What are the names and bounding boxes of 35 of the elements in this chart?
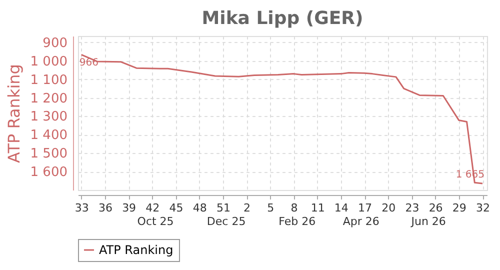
x-tick-label: 32 — [476, 202, 490, 214]
y-tick-label: 900 — [42, 36, 68, 51]
x-tick-label: 29 — [452, 202, 466, 214]
line-series — [80, 54, 484, 184]
x-tick-label: 36 — [98, 202, 112, 214]
x-tick-label: 45 — [169, 202, 184, 214]
x-tick-label: 42 — [146, 202, 160, 214]
y-tick-label: 1 200 — [30, 91, 68, 106]
x-tick-label: 14 — [334, 202, 348, 214]
y-tick-label: 1 300 — [30, 110, 68, 125]
y-tick-label: 1 000 — [30, 54, 68, 70]
y-axis-title: ATP Ranking — [4, 64, 24, 163]
x-tick-label: 23 — [405, 202, 420, 214]
legend-label: ATP Ranking — [99, 243, 174, 257]
x-tick-label: 17 — [358, 202, 372, 214]
chart-title: Mika Lipp (GER) — [202, 8, 364, 29]
x-tick-label: 2 — [244, 202, 251, 214]
x2-tick-label: Dec 25 — [206, 215, 246, 228]
y-tick-label: 1 100 — [30, 72, 68, 88]
y-tick-label: 1 500 — [30, 146, 68, 162]
x2-tick-label: Apr 26 — [342, 215, 380, 228]
x-tick-label: 5 — [267, 202, 274, 214]
x-tick-label: 11 — [310, 202, 325, 214]
y-tick-label: 1 400 — [30, 128, 68, 144]
x-tick-label: 8 — [290, 202, 298, 214]
x-tick-label: 33 — [74, 202, 89, 214]
x-tick-label: 39 — [122, 202, 136, 214]
y-tick-label: 1 600 — [30, 165, 68, 180]
x2-tick-label: Feb 26 — [278, 215, 316, 228]
x-tick-label: 26 — [428, 202, 443, 214]
x2-tick-label: Jun 26 — [410, 215, 446, 228]
x2-tick-label: Oct 25 — [137, 215, 174, 228]
x-tick-label: 51 — [216, 202, 230, 214]
x-tick-label: 48 — [192, 202, 207, 214]
x-tick-label: 20 — [382, 202, 396, 214]
